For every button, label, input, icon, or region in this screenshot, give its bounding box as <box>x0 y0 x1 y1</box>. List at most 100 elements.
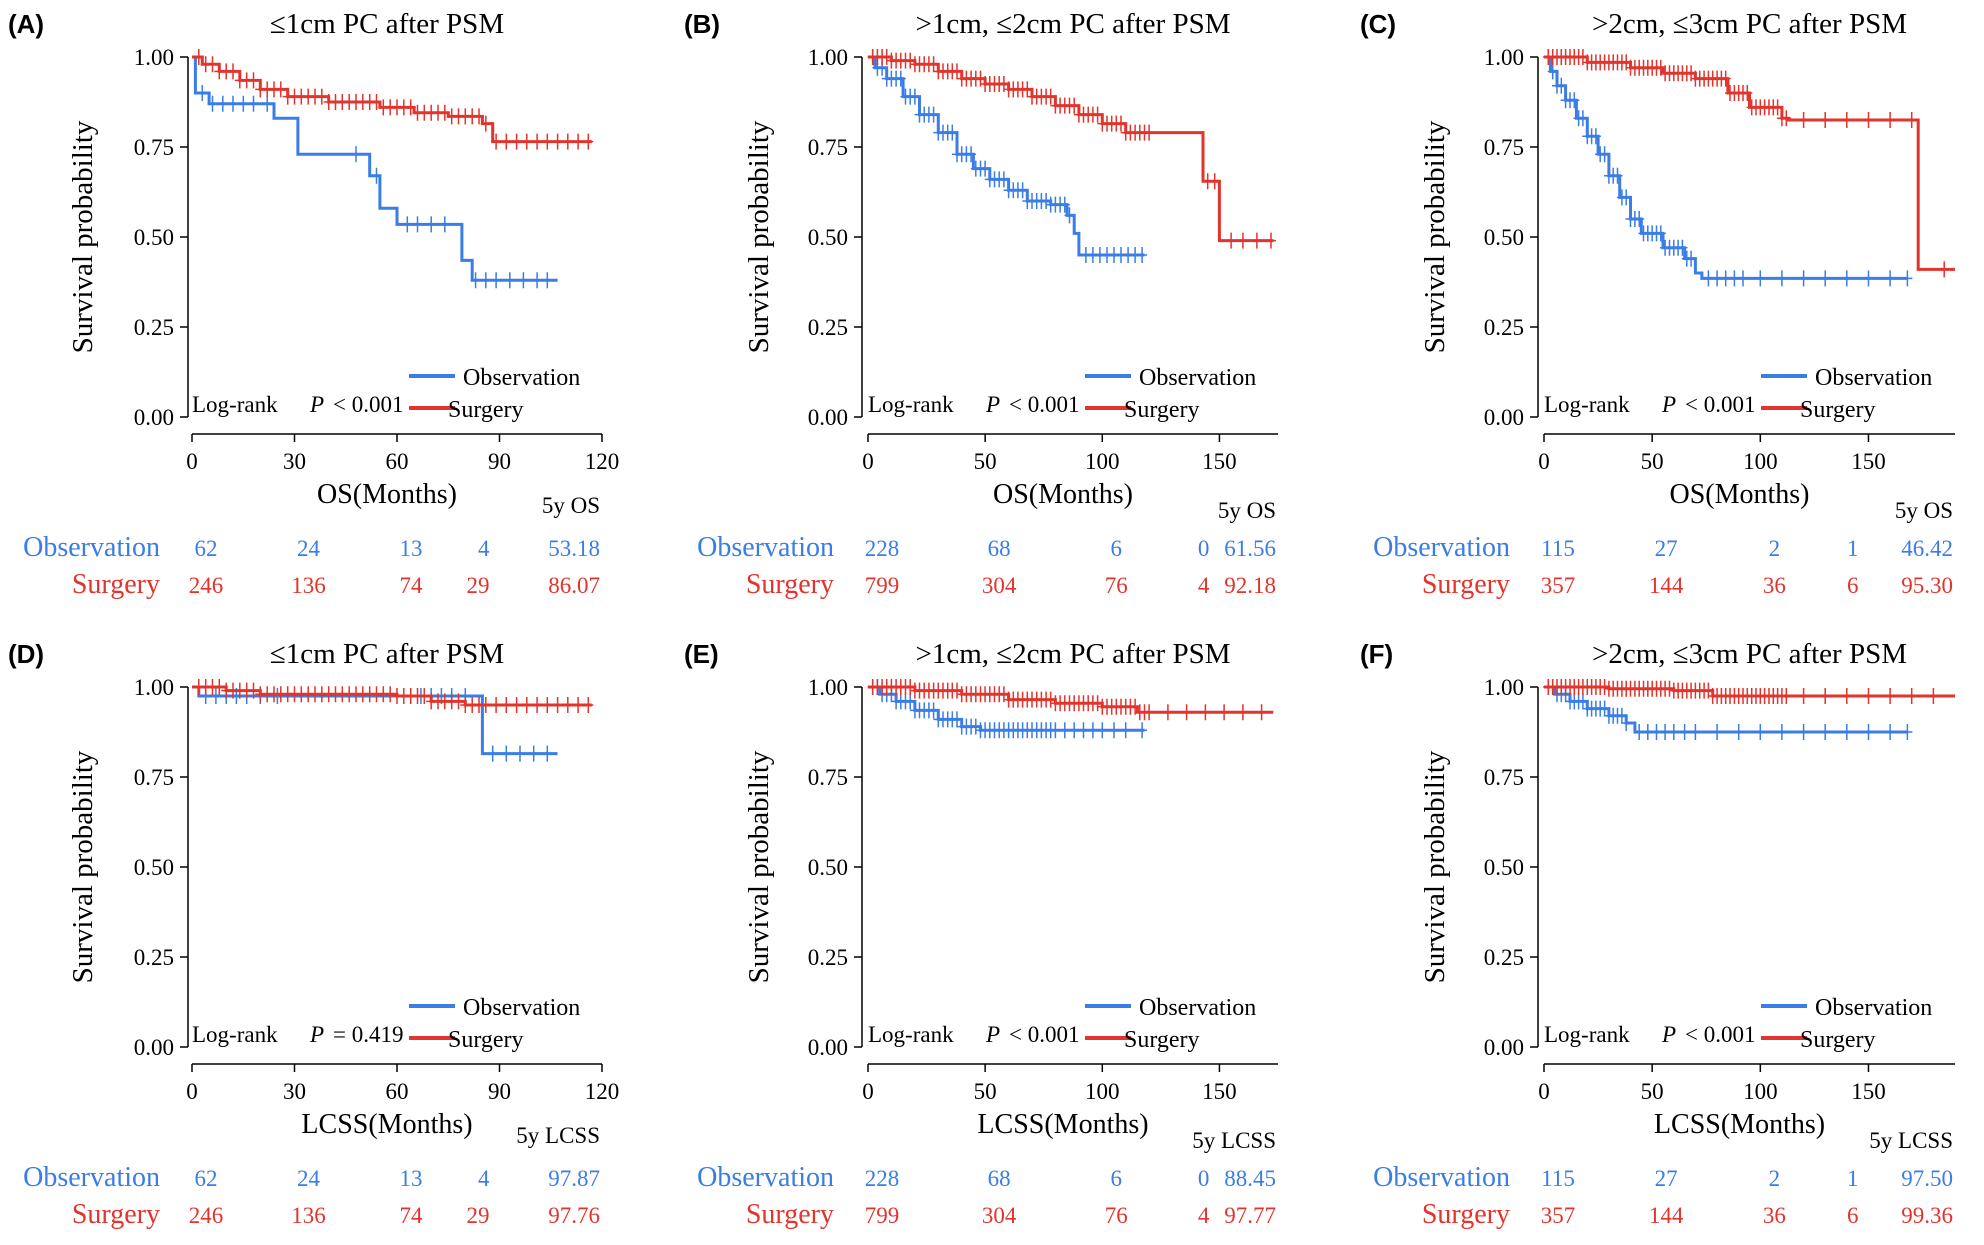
panel-letter: (F) <box>1360 639 1393 669</box>
panel-title: ≤1cm PC after PSM <box>270 8 504 40</box>
x-axis-label: OS(Months) <box>1669 479 1809 510</box>
risk-count: 2 <box>1769 536 1781 561</box>
censor-mark-surgery <box>193 49 204 65</box>
risk-count: 36 <box>1763 573 1786 598</box>
y-tick-label: 0.00 <box>1484 405 1524 430</box>
logrank-p-value: < 0.001 <box>1009 392 1079 417</box>
x-tick-label: 50 <box>974 449 997 474</box>
risk-count: 144 <box>1649 573 1684 598</box>
censor-mark-observation <box>1690 724 1701 740</box>
censor-mark-surgery <box>1237 704 1248 721</box>
censor-mark-observation <box>1660 724 1671 740</box>
risk-row-label-surgery: Surgery <box>1422 569 1510 600</box>
censor-mark-observation <box>928 702 939 719</box>
censor-mark-surgery <box>419 688 430 704</box>
risk-count: 304 <box>982 573 1017 598</box>
censor-mark-surgery <box>905 679 916 695</box>
y-tick-label: 1.00 <box>134 45 174 70</box>
risk-count: 68 <box>988 1166 1011 1191</box>
logrank-label: Log-rank <box>868 1022 954 1047</box>
panel-b: (B) >1cm, ≤2cm PC after PSM 0.00 0.25 0.50 0.… <box>684 8 1278 600</box>
censor-mark-observation <box>1642 724 1653 740</box>
censor-mark-observation <box>1109 722 1119 739</box>
y-tick-label: 0.00 <box>808 405 848 430</box>
censor-mark-observation <box>1738 270 1748 287</box>
censor-mark-observation <box>1755 724 1766 740</box>
censor-mark-observation <box>1655 225 1666 242</box>
panel-f: (F) >2cm, ≤3cm PC after PSM 0.00 0.25 0.50 0.… <box>1360 638 1955 1230</box>
legend-label-observation: Observation <box>1139 995 1256 1021</box>
censor-mark-observation <box>426 216 437 233</box>
risk-count: 136 <box>291 573 326 598</box>
censor-mark-surgery <box>1069 97 1080 114</box>
curve-observation <box>192 55 558 282</box>
censor-mark-observation <box>909 88 920 105</box>
censor-mark-observation <box>1577 693 1588 710</box>
curve-observation <box>1544 55 1908 280</box>
censor-mark-observation <box>1050 722 1061 739</box>
censor-mark-surgery <box>1939 261 1950 278</box>
censor-mark-observation <box>1097 722 1108 739</box>
legend-label-surgery: Surgery <box>448 1027 524 1053</box>
censor-mark-surgery <box>1022 81 1033 98</box>
censor-mark-surgery <box>952 63 962 80</box>
legend-label-surgery: Surgery <box>1800 1027 1876 1053</box>
censor-mark-observation <box>1720 270 1731 287</box>
censor-mark-observation <box>1755 270 1766 287</box>
censor-mark-observation <box>1041 193 1052 209</box>
risk-row-label-observation: Observation <box>1373 532 1510 563</box>
censor-mark-observation <box>1703 270 1714 287</box>
risk-count: 0 <box>1198 536 1210 561</box>
censor-mark-observation <box>1569 92 1580 109</box>
risk-count: 136 <box>291 1203 326 1228</box>
risk-five-year: 61.56 <box>1224 536 1276 561</box>
risk-count: 27 <box>1655 536 1678 561</box>
risk-count: 0 <box>1198 1166 1210 1191</box>
censor-mark-surgery <box>905 52 916 69</box>
censor-mark-observation <box>1820 724 1831 740</box>
censor-mark-surgery <box>1599 679 1610 695</box>
y-tick-label: 0.00 <box>1484 1035 1524 1060</box>
censor-mark-observation <box>1590 128 1601 145</box>
y-tick-label: 0.75 <box>808 135 848 160</box>
censor-mark-observation <box>1729 270 1740 287</box>
logrank-p-symbol: P <box>985 1022 1000 1047</box>
censor-mark-surgery <box>952 682 962 699</box>
risk-count: 27 <box>1655 1166 1678 1191</box>
censor-mark-surgery <box>1928 688 1939 704</box>
risk-five-year: 97.76 <box>548 1203 600 1228</box>
logrank-p-value: < 0.001 <box>1685 1022 1755 1047</box>
censor-mark-surgery <box>480 697 491 713</box>
censor-mark-observation <box>402 216 413 233</box>
legend-label-surgery: Surgery <box>1124 397 1200 423</box>
y-tick-label: 0.25 <box>808 315 848 340</box>
x-tick-label: 120 <box>585 1079 620 1104</box>
censor-mark-observation <box>1733 724 1744 740</box>
censor-mark-surgery <box>573 133 584 150</box>
censor-mark-surgery <box>573 697 584 713</box>
legend-label-surgery: Surgery <box>1800 397 1876 423</box>
censor-mark-surgery <box>1219 704 1230 721</box>
censor-mark-surgery <box>1720 70 1731 87</box>
censor-mark-surgery <box>1256 704 1267 721</box>
risk-count: 6 <box>1111 1166 1123 1191</box>
censor-mark-observation <box>1017 182 1028 199</box>
y-axis-label: Survival probability <box>67 120 99 353</box>
censor-mark-surgery <box>1781 110 1792 127</box>
logrank-p-symbol: P <box>985 392 1000 417</box>
censor-mark-observation <box>210 688 221 704</box>
censor-mark-observation <box>207 95 218 112</box>
censor-mark-observation <box>1712 270 1723 287</box>
censor-mark-observation <box>1885 270 1896 287</box>
logrank-label: Log-rank <box>192 1022 278 1047</box>
legend-label-observation: Observation <box>463 995 580 1021</box>
censor-mark-observation <box>439 216 450 233</box>
censor-mark-surgery <box>1209 173 1220 190</box>
x-tick-label: 0 <box>186 449 198 474</box>
y-tick-label: 1.00 <box>808 675 848 700</box>
censor-mark-observation <box>1798 270 1809 287</box>
y-axis-label: Survival probability <box>1419 750 1451 983</box>
x-tick-label: 100 <box>1743 449 1778 474</box>
x-axis-label: OS(Months) <box>993 479 1133 510</box>
censor-mark-surgery <box>1181 704 1192 721</box>
